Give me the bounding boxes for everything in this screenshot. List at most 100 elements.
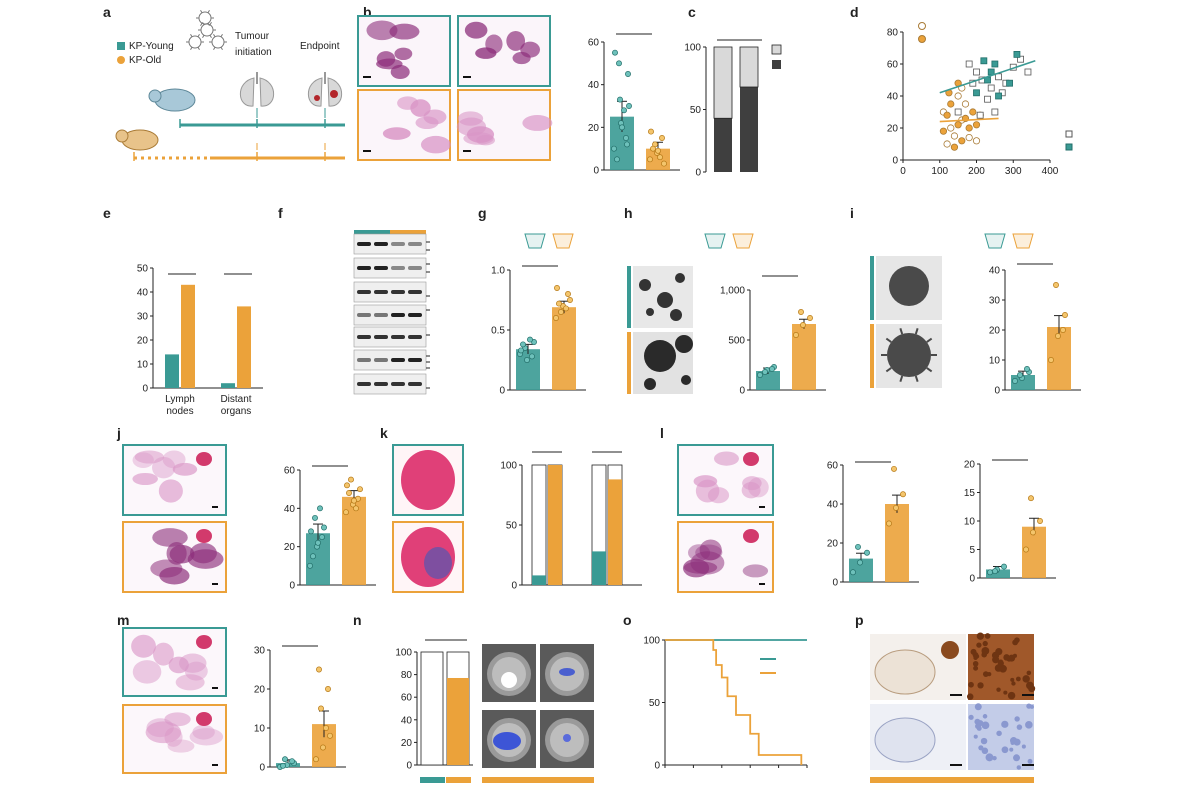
tissue-lobe — [164, 727, 183, 747]
scatter-point-young-met-minus — [1017, 55, 1024, 63]
panel-o-y-tick-label: 50 — [649, 698, 661, 709]
stained-nucleus — [977, 682, 984, 689]
panel-h-data-point — [757, 372, 763, 378]
tissue-lobe — [420, 135, 451, 154]
panel-b-data-point — [623, 135, 629, 141]
stained-nucleus — [1007, 691, 1016, 700]
virus-icon — [188, 35, 202, 49]
panel-n-y-tick-label: 20 — [401, 738, 413, 749]
panel-j-data-point — [357, 486, 363, 493]
stained-nucleus — [1001, 746, 1009, 754]
panel-letter-i: i — [850, 205, 854, 221]
panel-k-bar-young-frame — [531, 464, 547, 586]
scale-bar — [212, 506, 218, 508]
panel-h-data-point — [762, 369, 768, 375]
legend-old-minus-marker — [918, 22, 926, 30]
panel-k-bar-old — [548, 465, 562, 585]
panel-m-data-point — [280, 762, 286, 769]
stained-nucleus — [970, 648, 977, 655]
panel-h-y-tick-label: 0 — [739, 386, 745, 397]
leader-cell — [926, 367, 933, 373]
panel-g-data-point — [520, 341, 526, 348]
stained-nucleus — [973, 665, 979, 671]
blot-band — [374, 358, 388, 362]
panel-j-data-point — [344, 482, 350, 489]
stained-nucleus — [1015, 676, 1021, 682]
spheroid — [681, 375, 691, 385]
panel-b-data-point — [619, 124, 625, 131]
blot-band — [391, 242, 405, 246]
leader-cell — [926, 337, 933, 343]
spheroid — [646, 308, 654, 316]
panel-l2-data-point — [1023, 546, 1029, 553]
scatter-point-young-met-minus — [995, 73, 1002, 81]
panel-h-data-point — [769, 366, 775, 372]
scatter-point-young-met-plus — [1013, 51, 1021, 58]
stained-nucleus — [972, 660, 979, 667]
scatter-point-young-met-plus — [1006, 79, 1013, 87]
spheroid — [644, 340, 676, 372]
survival-curve-old — [665, 639, 803, 765]
stained-nucleus — [1022, 675, 1030, 683]
panel-e-y-tick-label: 0 — [142, 384, 148, 395]
panel-j-data-point — [319, 534, 325, 541]
scatter-point-old-met-plus — [943, 111, 951, 119]
blot-frame — [353, 233, 427, 255]
virus-spike — [220, 46, 223, 51]
spheroid — [670, 309, 682, 321]
panel-j-data-point — [310, 553, 316, 560]
scale-bar — [463, 150, 471, 152]
panel-l2-y-tick-label: 15 — [964, 488, 976, 499]
blot-frame — [353, 373, 427, 395]
brain-signal — [501, 672, 517, 688]
panel-c-bar-adenoma — [713, 46, 733, 119]
panel-k-bar-young — [532, 575, 546, 585]
panel-b-data-point — [655, 147, 661, 154]
panel-k-bar-old — [608, 479, 622, 585]
panel-l1-data-point — [855, 543, 861, 550]
blot-band — [408, 313, 422, 317]
virus-spike — [200, 9, 203, 14]
panel-h-y-tick-label: 1,000 — [720, 286, 745, 297]
stained-nucleus — [968, 681, 974, 688]
blot-band — [408, 242, 422, 246]
tissue-lobe — [131, 634, 156, 658]
tissue-lobe — [506, 30, 526, 51]
well-icon-old — [1012, 233, 1034, 249]
panel-e-x-label: Distant — [220, 394, 251, 405]
legend-old-plus-marker — [918, 35, 926, 43]
panel-g-data-point — [529, 353, 535, 360]
stained-nucleus — [1012, 653, 1018, 658]
spheroid — [675, 335, 693, 353]
panel-l1-y-tick-label: 40 — [827, 500, 839, 511]
stained-nucleus — [981, 721, 990, 730]
panel-b-data-point — [624, 141, 630, 148]
legend-swatch-adenoma — [771, 44, 782, 55]
panel-m-y-tick-label: 20 — [254, 685, 266, 696]
lane-group-young — [354, 230, 390, 234]
panel-l2-data-point — [1037, 518, 1043, 524]
panel-g-bar-old — [552, 307, 576, 390]
panel-i-bar-young — [1011, 375, 1035, 390]
panel-g-y-tick-label: 0 — [499, 386, 505, 397]
panel-j-data-point — [308, 528, 314, 535]
panel-letter-c: c — [688, 4, 696, 20]
scatter-point-old-met-plus — [958, 137, 966, 145]
panel-j-y-tick-label: 60 — [284, 466, 296, 477]
leader-cell — [899, 375, 904, 382]
panel-i-data-point — [1060, 327, 1066, 333]
virus-spike — [200, 22, 203, 27]
panel-letter-p: p — [855, 612, 864, 628]
ihc-image-lung-nkx21 — [968, 704, 1034, 770]
well-icon-old — [552, 233, 574, 249]
panel-i-y-tick-label: 10 — [989, 356, 1001, 367]
stained-nucleus — [1014, 716, 1020, 722]
tissue-lobe — [366, 20, 398, 41]
tissue-lobe — [394, 47, 413, 61]
panel-e-x-label-2: organs — [221, 406, 252, 417]
panel-c-bar-adenoma — [739, 46, 759, 88]
panel-j-data-point — [307, 562, 313, 569]
scatter-point-young-met-minus — [991, 108, 999, 116]
group-strip-young — [420, 777, 445, 783]
blot-band — [357, 266, 371, 270]
